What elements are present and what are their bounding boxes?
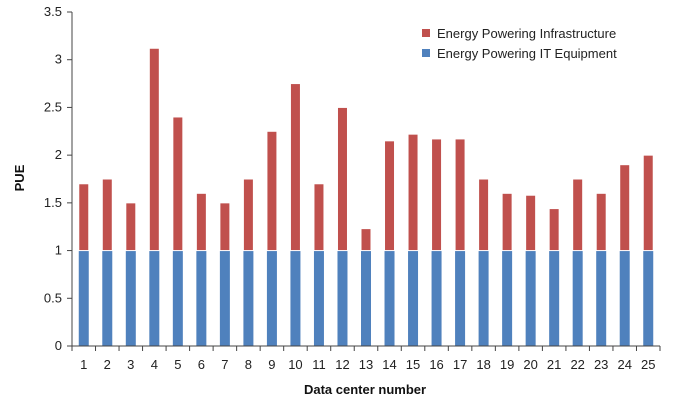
x-axis-title: Data center number	[304, 382, 426, 397]
bar-segment-infrastructure	[195, 192, 207, 252]
bar-segment-it-equipment	[361, 250, 371, 346]
bar-segment-it-equipment	[243, 250, 254, 346]
x-tick-label: 18	[476, 357, 490, 372]
y-tick-label: 1.5	[44, 195, 62, 210]
bar-segment-it-equipment	[149, 250, 160, 346]
bar-segment-it-equipment	[266, 250, 277, 346]
bar-segment-infrastructure	[454, 138, 466, 252]
bar-segment-infrastructure	[313, 183, 325, 252]
bar-segment-infrastructure	[572, 178, 584, 252]
bar-segment-it-equipment	[219, 250, 230, 346]
bar-segment-it-equipment	[549, 250, 560, 346]
x-tick-label: 3	[127, 357, 134, 372]
x-tick-label: 16	[429, 357, 443, 372]
y-tick-label: 3	[55, 52, 62, 67]
bars-layer	[78, 47, 654, 346]
bar-segment-it-equipment	[313, 250, 324, 346]
bar-segment-infrastructure	[172, 116, 184, 252]
bar-segment-it-equipment	[643, 250, 654, 346]
bar-segment-infrastructure	[619, 164, 631, 252]
y-tick-label: 0	[55, 338, 62, 353]
legend-label: Energy Powering IT Equipment	[437, 46, 617, 61]
bar-segment-infrastructure	[78, 183, 90, 252]
bar-segment-infrastructure	[336, 106, 348, 252]
x-ticks: 1 2 3 4 5 6 7 8 9 10 11 12 13 14 15 16 17 18 19 20 21 22 23 24 2…	[71, 346, 661, 372]
bar-segment-infrastructure	[148, 47, 160, 252]
y-axis-title: PUE	[12, 164, 27, 191]
x-tick-label: 14	[382, 357, 396, 372]
bar-segment-it-equipment	[78, 250, 89, 346]
x-tick-label: 10	[288, 357, 302, 372]
x-tick-label: 23	[594, 357, 608, 372]
x-tick-label: 20	[523, 357, 537, 372]
x-tick-label: 2	[104, 357, 111, 372]
bar-segment-it-equipment	[337, 250, 348, 346]
y-ticks: 0 0.5 1 1.5 2 2.5 3 3.5	[44, 4, 72, 353]
bar-segment-it-equipment	[502, 250, 513, 346]
x-tick-label: 9	[268, 357, 275, 372]
bar-segment-infrastructure	[407, 133, 419, 252]
x-tick-label: 17	[453, 357, 467, 372]
x-tick-label: 6	[198, 357, 205, 372]
bar-segment-it-equipment	[619, 250, 630, 346]
x-tick-label: 15	[406, 357, 420, 372]
legend-label: Energy Powering Infrastructure	[437, 26, 616, 41]
bar-segment-it-equipment	[478, 250, 489, 346]
x-tick-label: 24	[617, 357, 631, 372]
x-tick-label: 21	[547, 357, 561, 372]
bar-segment-infrastructure	[289, 83, 301, 252]
x-tick-label: 5	[174, 357, 181, 372]
bar-segment-infrastructure	[219, 202, 231, 252]
bar-segment-it-equipment	[408, 250, 419, 346]
bar-segment-infrastructure	[595, 192, 607, 252]
x-tick-label: 8	[245, 357, 252, 372]
y-tick-label: 1	[55, 243, 62, 258]
y-tick-label: 3.5	[44, 4, 62, 19]
bar-segment-infrastructure	[525, 194, 537, 252]
bar-segment-infrastructure	[242, 178, 254, 252]
bar-segment-infrastructure	[101, 178, 113, 252]
bar-segment-infrastructure	[501, 192, 513, 252]
x-tick-label: 7	[221, 357, 228, 372]
bar-segment-infrastructure	[642, 154, 654, 252]
x-tick-label: 4	[151, 357, 158, 372]
bar-segment-it-equipment	[125, 250, 136, 346]
bar-segment-it-equipment	[290, 250, 301, 346]
bar-segment-infrastructure	[266, 130, 278, 252]
bar-segment-it-equipment	[431, 250, 442, 346]
x-tick-label: 1	[80, 357, 87, 372]
x-tick-label: 12	[335, 357, 349, 372]
bar-segment-it-equipment	[172, 250, 183, 346]
bar-segment-it-equipment	[196, 250, 207, 346]
bar-segment-infrastructure	[431, 138, 443, 252]
legend-swatch	[422, 29, 430, 37]
x-tick-label: 19	[500, 357, 514, 372]
bar-segment-infrastructure	[125, 202, 137, 252]
bar-segment-it-equipment	[596, 250, 607, 346]
y-tick-label: 0.5	[44, 290, 62, 305]
bar-segment-infrastructure	[360, 228, 372, 252]
bar-segment-infrastructure	[384, 140, 396, 252]
legend: Energy Powering Infrastructure Energy Pow…	[422, 26, 617, 61]
bar-segment-it-equipment	[384, 250, 395, 346]
x-tick-label: 11	[312, 357, 326, 372]
bar-segment-infrastructure	[478, 178, 490, 252]
legend-swatch	[422, 49, 430, 57]
bar-segment-it-equipment	[572, 250, 583, 346]
bar-segment-infrastructure	[548, 208, 560, 252]
x-tick-label: 13	[359, 357, 373, 372]
y-tick-label: 2	[55, 147, 62, 162]
x-tick-label: 25	[641, 357, 655, 372]
bar-segment-it-equipment	[455, 250, 466, 346]
y-tick-label: 2.5	[44, 99, 62, 114]
bar-segment-it-equipment	[525, 250, 536, 346]
x-tick-label: 22	[570, 357, 584, 372]
bar-segment-it-equipment	[102, 250, 113, 346]
